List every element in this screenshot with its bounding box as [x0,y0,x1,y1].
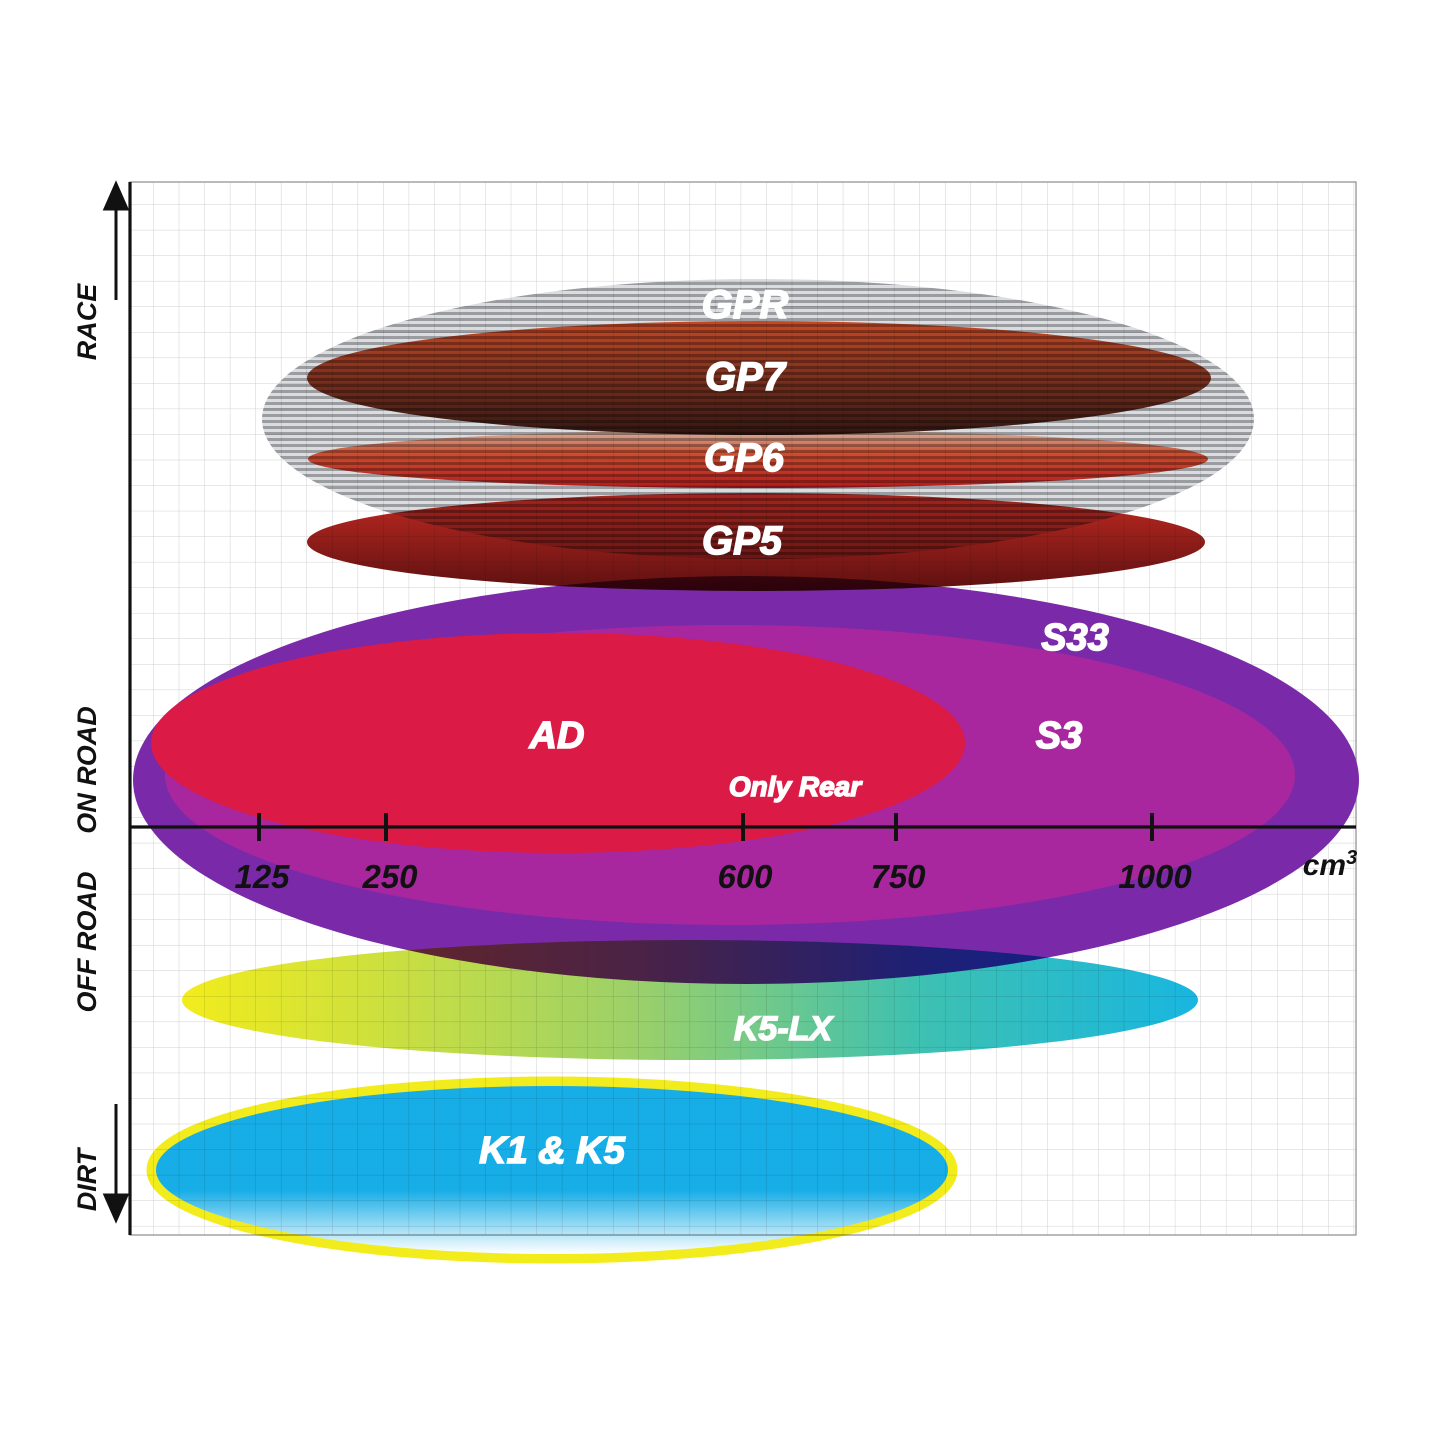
svg-text:GP7: GP7 [705,355,787,399]
svg-text:125: 125 [234,858,290,895]
svg-text:GPR: GPR [702,283,789,327]
svg-text:DIRT: DIRT [72,1146,102,1211]
svg-text:K5-LX: K5-LX [734,1010,835,1048]
svg-text:600: 600 [717,858,773,895]
svg-text:K1 & K5: K1 & K5 [479,1130,626,1172]
svg-text:Only Rear: Only Rear [729,771,863,802]
svg-text:1000: 1000 [1118,858,1192,895]
svg-text:GP6: GP6 [704,436,785,480]
svg-text:S33: S33 [1041,617,1109,659]
svg-text:ON ROAD: ON ROAD [72,706,102,834]
svg-text:OFF ROAD: OFF ROAD [72,872,102,1013]
svg-text:GP5: GP5 [702,519,783,563]
svg-text:250: 250 [361,858,418,895]
svg-text:S3: S3 [1036,715,1082,757]
svg-text:750: 750 [870,858,926,895]
svg-text:RACE: RACE [72,283,102,360]
svg-text:AD: AD [529,715,585,757]
